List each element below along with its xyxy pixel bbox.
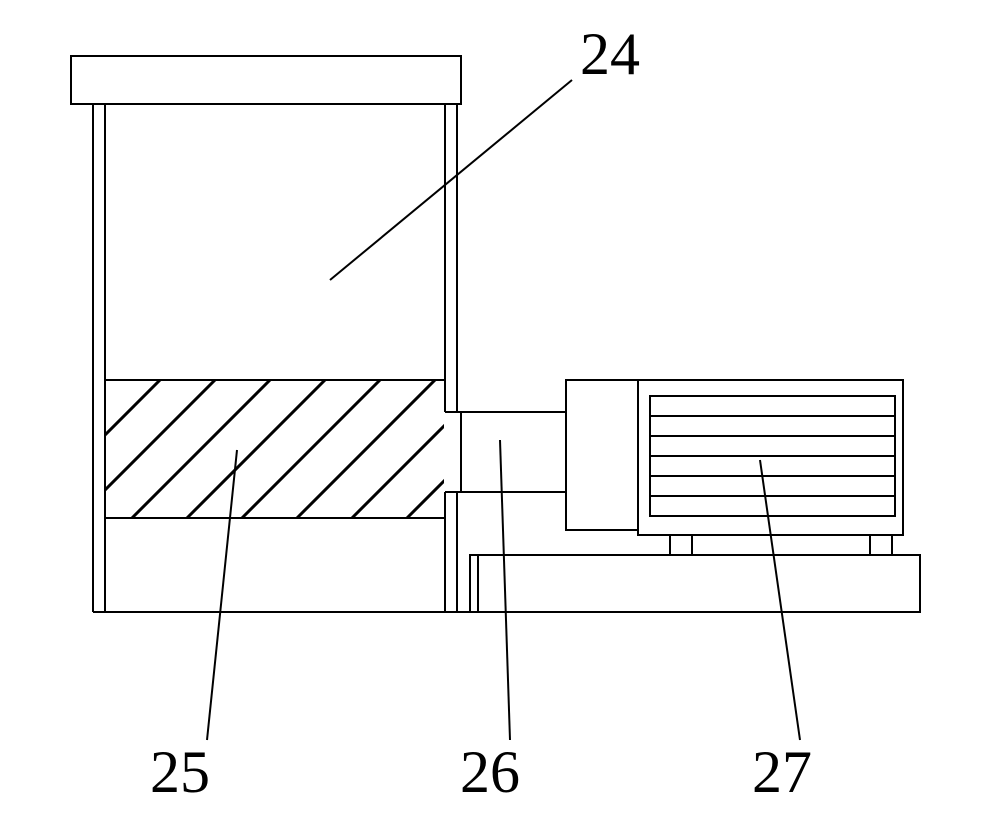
mechanical-diagram bbox=[0, 0, 1000, 822]
label-26: 26 bbox=[460, 738, 520, 807]
label-27: 27 bbox=[752, 738, 812, 807]
label-24: 24 bbox=[580, 20, 640, 89]
label-25: 25 bbox=[150, 738, 210, 807]
